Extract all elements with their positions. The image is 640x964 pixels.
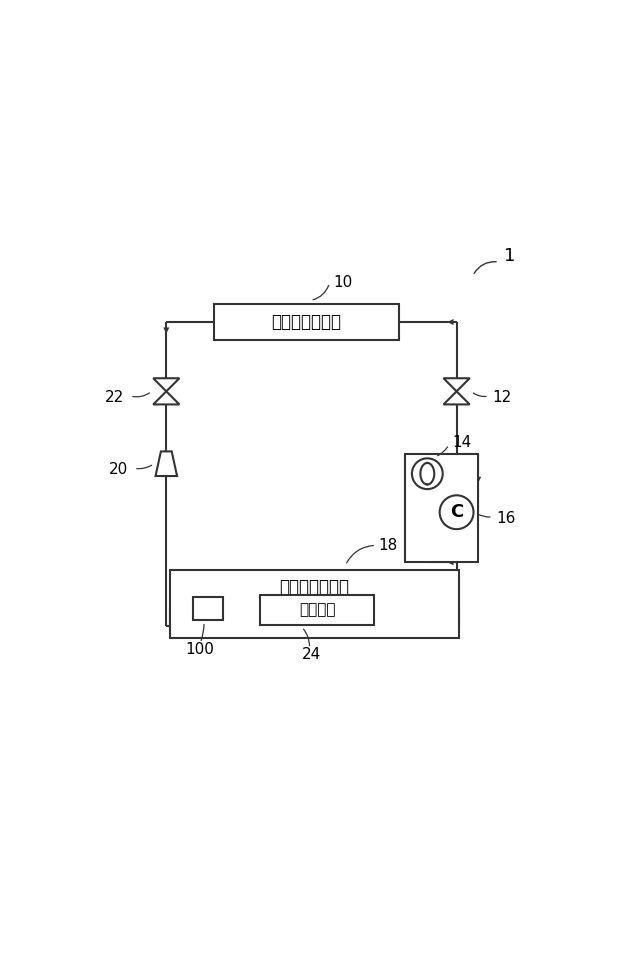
Circle shape bbox=[440, 495, 474, 529]
Circle shape bbox=[412, 458, 443, 489]
Text: 12: 12 bbox=[493, 390, 512, 405]
Polygon shape bbox=[447, 559, 454, 565]
Text: 室内熱交換装置: 室内熱交換装置 bbox=[271, 313, 342, 331]
Polygon shape bbox=[424, 464, 431, 469]
Text: 10: 10 bbox=[333, 276, 353, 290]
Text: 1: 1 bbox=[504, 247, 515, 265]
Polygon shape bbox=[444, 378, 470, 391]
Text: 22: 22 bbox=[105, 390, 124, 405]
Text: 熱交換器: 熱交換器 bbox=[299, 602, 335, 618]
Text: 16: 16 bbox=[497, 511, 516, 526]
Polygon shape bbox=[451, 605, 456, 611]
Text: 20: 20 bbox=[109, 463, 129, 477]
Polygon shape bbox=[170, 623, 175, 629]
Bar bbox=[260, 595, 374, 626]
Text: 届外熱交換装置: 届外熱交換装置 bbox=[280, 578, 349, 596]
Text: 100: 100 bbox=[186, 642, 214, 656]
Bar bbox=[405, 454, 478, 562]
Polygon shape bbox=[153, 378, 179, 391]
Text: 24: 24 bbox=[301, 647, 321, 662]
Bar bbox=[193, 597, 223, 620]
Text: 14: 14 bbox=[452, 436, 471, 450]
Polygon shape bbox=[454, 617, 460, 623]
Polygon shape bbox=[153, 391, 179, 405]
Polygon shape bbox=[156, 451, 177, 476]
Polygon shape bbox=[447, 319, 454, 325]
Polygon shape bbox=[424, 553, 431, 559]
Bar bbox=[214, 305, 399, 339]
Polygon shape bbox=[475, 477, 481, 483]
Polygon shape bbox=[444, 391, 470, 405]
Text: C: C bbox=[450, 503, 463, 522]
Polygon shape bbox=[163, 328, 170, 334]
Text: 18: 18 bbox=[378, 538, 397, 552]
Bar bbox=[170, 570, 459, 638]
